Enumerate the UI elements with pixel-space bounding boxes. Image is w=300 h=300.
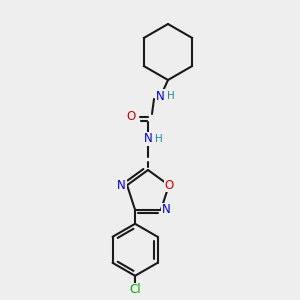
- Text: H: H: [155, 134, 163, 144]
- Text: O: O: [127, 110, 136, 124]
- Text: N: N: [117, 179, 126, 192]
- Text: O: O: [164, 179, 173, 192]
- Text: H: H: [167, 91, 175, 101]
- Text: Cl: Cl: [129, 283, 141, 296]
- Text: N: N: [144, 133, 152, 146]
- Text: N: N: [162, 203, 171, 216]
- Text: N: N: [156, 89, 164, 103]
